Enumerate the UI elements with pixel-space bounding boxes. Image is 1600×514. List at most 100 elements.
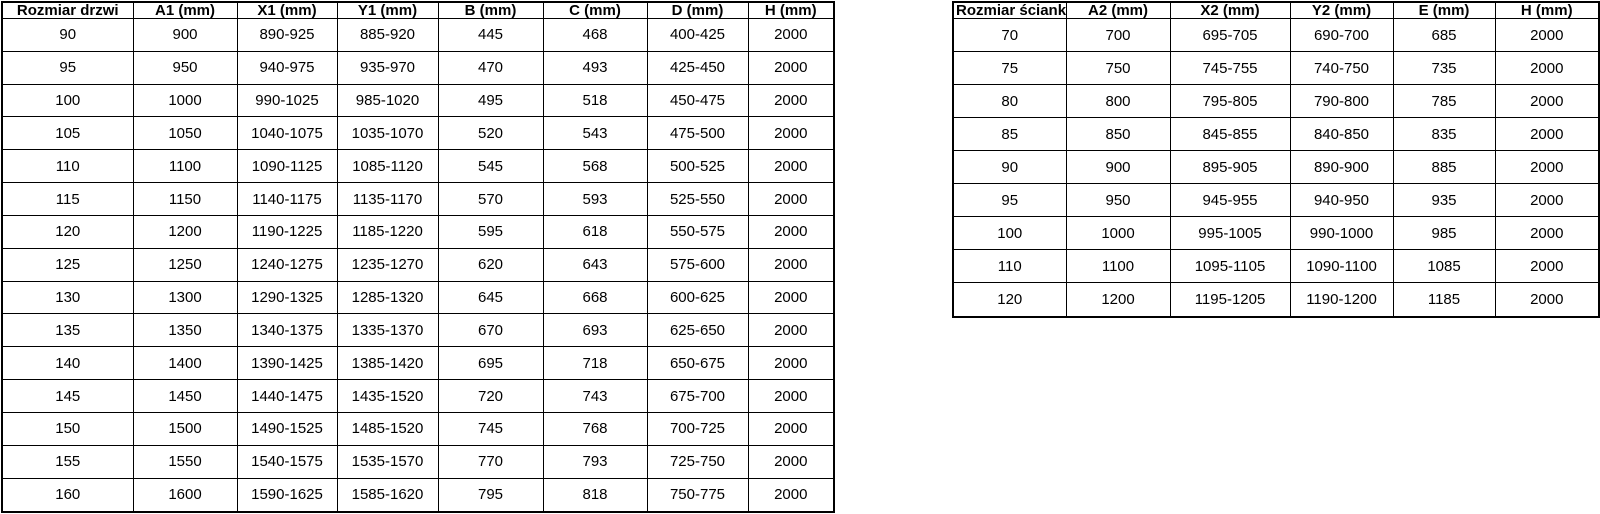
table-cell: 2000 bbox=[1494, 51, 1600, 86]
table-cell: 990-1025 bbox=[236, 83, 338, 118]
table-cell: 2000 bbox=[747, 83, 835, 118]
column-header: E (mm) bbox=[1392, 1, 1496, 19]
table-cell: 1385-1420 bbox=[336, 346, 439, 381]
table-cell: 100 bbox=[1, 83, 134, 118]
table-cell: 793 bbox=[542, 444, 648, 479]
table-cell: 2000 bbox=[747, 346, 835, 381]
table-cell: 75 bbox=[952, 51, 1067, 86]
table-cell: 745-755 bbox=[1169, 51, 1291, 86]
table-cell: 2000 bbox=[747, 116, 835, 151]
table-cell: 135 bbox=[1, 313, 134, 348]
column-header: C (mm) bbox=[542, 1, 648, 19]
table-cell: 500-525 bbox=[646, 149, 749, 184]
table-cell: 425-450 bbox=[646, 50, 749, 85]
table-cell: 800 bbox=[1065, 84, 1171, 119]
table-cell: 1050 bbox=[132, 116, 238, 151]
table-cell: 160 bbox=[1, 477, 134, 513]
table-cell: 2000 bbox=[1494, 282, 1600, 318]
table-cell: 818 bbox=[542, 477, 648, 513]
table-cell: 1195-1205 bbox=[1169, 282, 1291, 318]
table-cell: 593 bbox=[542, 182, 648, 216]
table-cell: 945-955 bbox=[1169, 183, 1291, 218]
table-row: 115 1150 1140-1175 1135-1170 570 593 525-550 20… bbox=[1, 182, 835, 216]
table-cell: 1585-1620 bbox=[336, 477, 439, 513]
table-row: 130 1300 1290-1325 1285-1320 645 668 600-625 20… bbox=[1, 280, 835, 315]
table-cell: 1140-1175 bbox=[236, 182, 338, 216]
table-cell: 990-1000 bbox=[1289, 216, 1394, 251]
table-row: 155 1550 1540-1575 1535-1570 770 793 725-750 20… bbox=[1, 444, 835, 479]
table-row: 100 1000 990-1025 985-1020 495 518 450-475 2000 bbox=[1, 83, 835, 118]
table-cell: 2000 bbox=[1494, 117, 1600, 152]
table-row: 120 1200 1195-1205 1190-1200 1185 2000 bbox=[952, 282, 1600, 318]
table-cell: 885-920 bbox=[336, 18, 439, 52]
table-cell: 750 bbox=[1065, 51, 1171, 86]
table-row: 120 1200 1190-1225 1185-1220 595 618 550-575 20… bbox=[1, 214, 835, 249]
table-cell: 1085 bbox=[1392, 249, 1496, 284]
table-cell: 935-970 bbox=[336, 50, 439, 85]
table-cell: 1100 bbox=[132, 149, 238, 184]
table-cell: 90 bbox=[952, 150, 1067, 185]
table-cell: 1100 bbox=[1065, 249, 1171, 284]
table-cell: 2000 bbox=[747, 411, 835, 446]
column-header: Rozmiar drzwi bbox=[1, 1, 134, 19]
column-header: A2 (mm) bbox=[1065, 1, 1171, 19]
table-cell: 85 bbox=[952, 117, 1067, 152]
column-header: H (mm) bbox=[747, 1, 835, 19]
table-cell: 845-855 bbox=[1169, 117, 1291, 152]
table-cell: 1485-1520 bbox=[336, 411, 439, 446]
table-cell: 1435-1520 bbox=[336, 379, 439, 413]
table-cell: 2000 bbox=[747, 18, 835, 52]
table-cell: 850 bbox=[1065, 117, 1171, 152]
table-cell: 795 bbox=[437, 477, 544, 513]
column-header: X2 (mm) bbox=[1169, 1, 1291, 19]
table-cell: 795-805 bbox=[1169, 84, 1291, 119]
table-cell: 695-705 bbox=[1169, 17, 1291, 53]
table-cell: 985 bbox=[1392, 216, 1496, 251]
column-header: Y2 (mm) bbox=[1289, 1, 1394, 19]
table-cell: 1340-1375 bbox=[236, 313, 338, 348]
table-cell: 895-905 bbox=[1169, 150, 1291, 185]
table-cell: 2000 bbox=[747, 214, 835, 249]
column-header: H (mm) bbox=[1494, 1, 1600, 19]
table-cell: 2000 bbox=[1494, 216, 1600, 251]
table-cell: 835 bbox=[1392, 117, 1496, 152]
table-cell: 995-1005 bbox=[1169, 216, 1291, 251]
table-cell: 1090-1100 bbox=[1289, 249, 1394, 284]
column-header: Y1 (mm) bbox=[336, 1, 439, 19]
table-cell: 90 bbox=[1, 18, 134, 52]
table-row: 150 1500 1490-1525 1485-1520 745 768 700-725 20… bbox=[1, 411, 835, 446]
table-cell: 400-425 bbox=[646, 18, 749, 52]
table-cell: 700-725 bbox=[646, 411, 749, 446]
table-row: 125 1250 1240-1275 1235-1270 620 643 575-600 20… bbox=[1, 247, 835, 282]
table-cell: 1590-1625 bbox=[236, 477, 338, 513]
table-cell: 518 bbox=[542, 83, 648, 118]
table-cell: 890-925 bbox=[236, 18, 338, 52]
table-cell: 140 bbox=[1, 346, 134, 381]
table-cell: 1040-1075 bbox=[236, 116, 338, 151]
table-cell: 840-850 bbox=[1289, 117, 1394, 152]
table-cell: 100 bbox=[952, 216, 1067, 251]
table-cell: 1200 bbox=[132, 214, 238, 249]
table-row: 105 1050 1040-1075 1035-1070 520 543 475-500 20… bbox=[1, 116, 835, 151]
table-cell: 685 bbox=[1392, 17, 1496, 53]
table-cell: 720 bbox=[437, 379, 544, 413]
table-cell: 940-975 bbox=[236, 50, 338, 85]
table-cell: 1200 bbox=[1065, 282, 1171, 318]
table-cell: 1390-1425 bbox=[236, 346, 338, 381]
table-cell: 700 bbox=[1065, 17, 1171, 53]
table-cell: 595 bbox=[437, 214, 544, 249]
table-cell: 1190-1225 bbox=[236, 214, 338, 249]
table-cell: 155 bbox=[1, 444, 134, 479]
table-cell: 2000 bbox=[1494, 150, 1600, 185]
table-cell: 550-575 bbox=[646, 214, 749, 249]
table-cell: 1035-1070 bbox=[336, 116, 439, 151]
table-cell: 568 bbox=[542, 149, 648, 184]
table-cell: 1150 bbox=[132, 182, 238, 216]
column-header: D (mm) bbox=[646, 1, 749, 19]
table-cell: 695 bbox=[437, 346, 544, 381]
table-cell: 1540-1575 bbox=[236, 444, 338, 479]
table-cell: 450-475 bbox=[646, 83, 749, 118]
table-cell: 1350 bbox=[132, 313, 238, 348]
table-cell: 1000 bbox=[1065, 216, 1171, 251]
